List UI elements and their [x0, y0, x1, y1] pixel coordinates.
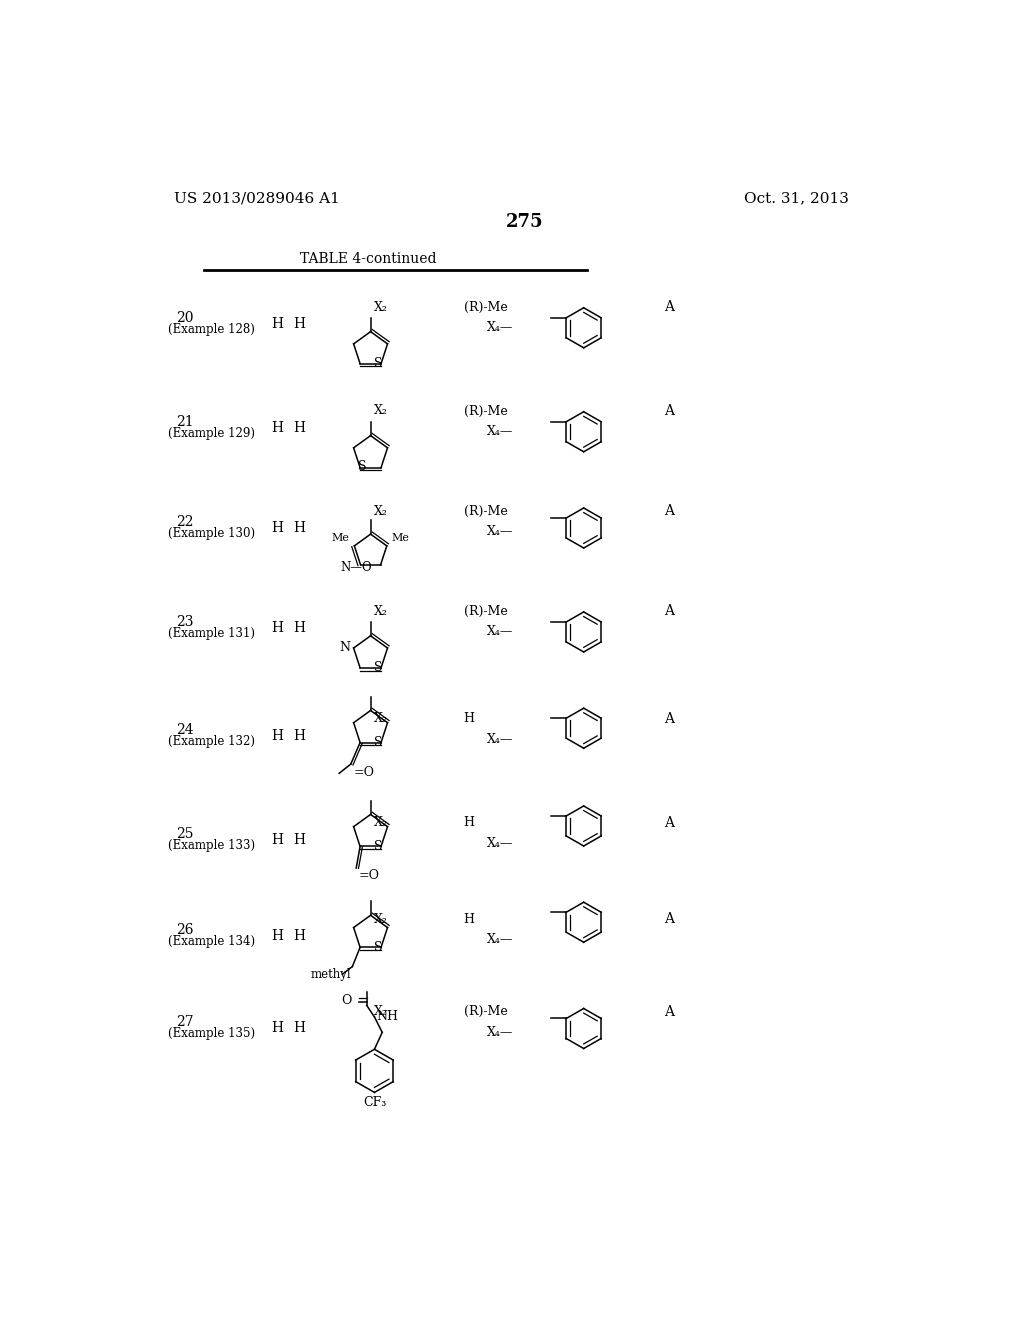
Text: H: H	[293, 521, 305, 535]
Text: H: H	[271, 521, 284, 535]
Text: H: H	[464, 816, 474, 829]
Text: X₄—: X₄—	[486, 837, 513, 850]
Text: X₂: X₂	[374, 605, 387, 618]
Text: H: H	[293, 421, 305, 434]
Text: (R)-Me: (R)-Me	[464, 1005, 507, 1018]
Text: 20: 20	[176, 310, 194, 325]
Text: H: H	[271, 421, 284, 434]
Text: X₄—: X₄—	[486, 321, 513, 334]
Text: H: H	[293, 1022, 305, 1035]
Text: (R)-Me: (R)-Me	[464, 301, 507, 314]
Text: S: S	[358, 461, 367, 473]
Text: S: S	[374, 941, 382, 954]
Text: X₄—: X₄—	[486, 626, 513, 639]
Text: (Example 133): (Example 133)	[168, 838, 255, 851]
Text: 275: 275	[506, 213, 544, 231]
Text: X₄—: X₄—	[486, 425, 513, 438]
Text: X₂: X₂	[374, 1005, 387, 1018]
Text: 26: 26	[176, 923, 194, 937]
Text: methyl: methyl	[310, 968, 351, 981]
Text: H: H	[271, 317, 284, 331]
Text: (R)-Me: (R)-Me	[464, 404, 507, 417]
Text: A: A	[665, 1005, 674, 1019]
Text: (Example 128): (Example 128)	[168, 323, 255, 335]
Text: TABLE 4-continued: TABLE 4-continued	[300, 252, 436, 265]
Text: H: H	[271, 622, 284, 635]
Text: A: A	[665, 816, 674, 830]
Text: 22: 22	[176, 515, 194, 529]
Text: (Example 130): (Example 130)	[168, 527, 255, 540]
Text: A: A	[665, 404, 674, 418]
Text: H: H	[464, 713, 474, 726]
Text: X₄—: X₄—	[486, 525, 513, 539]
Text: A: A	[665, 504, 674, 517]
Text: A: A	[665, 711, 674, 726]
Text: X₄—: X₄—	[486, 933, 513, 946]
Text: X₂: X₂	[374, 504, 387, 517]
Text: S: S	[374, 661, 382, 675]
Text: 25: 25	[176, 826, 194, 841]
Text: NH: NH	[376, 1010, 398, 1023]
Text: A: A	[665, 912, 674, 927]
Text: S: S	[374, 737, 382, 748]
Text: CF₃: CF₃	[362, 1096, 386, 1109]
Text: H: H	[293, 833, 305, 847]
Text: (Example 129): (Example 129)	[168, 426, 255, 440]
Text: X₂: X₂	[374, 816, 387, 829]
Text: X₄—: X₄—	[486, 733, 513, 746]
Text: H: H	[293, 317, 305, 331]
Text: X₂: X₂	[374, 301, 387, 314]
Text: S: S	[374, 840, 382, 853]
Text: X₂: X₂	[374, 912, 387, 925]
Text: (R)-Me: (R)-Me	[464, 605, 507, 618]
Text: Me: Me	[391, 533, 410, 543]
Text: H: H	[293, 622, 305, 635]
Text: 21: 21	[176, 414, 194, 429]
Text: (Example 132): (Example 132)	[168, 735, 255, 748]
Text: X₄—: X₄—	[486, 1026, 513, 1039]
Text: (R)-Me: (R)-Me	[464, 504, 507, 517]
Text: A: A	[665, 605, 674, 618]
Text: O: O	[341, 994, 351, 1007]
Text: A: A	[665, 300, 674, 314]
Text: H: H	[293, 729, 305, 743]
Text: =O: =O	[354, 766, 375, 779]
Text: 24: 24	[176, 723, 194, 737]
Text: H: H	[464, 912, 474, 925]
Text: H: H	[271, 929, 284, 942]
Text: X₂: X₂	[374, 713, 387, 726]
Text: H: H	[271, 833, 284, 847]
Text: US 2013/0289046 A1: US 2013/0289046 A1	[174, 191, 340, 206]
Text: Oct. 31, 2013: Oct. 31, 2013	[744, 191, 849, 206]
Text: N—O: N—O	[340, 561, 372, 574]
Text: S: S	[374, 358, 382, 370]
Text: =O: =O	[358, 869, 380, 882]
Text: (Example 135): (Example 135)	[168, 1027, 255, 1040]
Text: H: H	[271, 1022, 284, 1035]
Text: H: H	[293, 929, 305, 942]
Text: X₂: X₂	[374, 404, 387, 417]
Text: Me: Me	[332, 533, 350, 543]
Text: (Example 134): (Example 134)	[168, 935, 255, 948]
Text: 27: 27	[176, 1015, 194, 1030]
Text: (Example 131): (Example 131)	[168, 627, 255, 640]
Text: H: H	[271, 729, 284, 743]
Text: N: N	[340, 640, 350, 653]
Text: 23: 23	[176, 615, 194, 628]
